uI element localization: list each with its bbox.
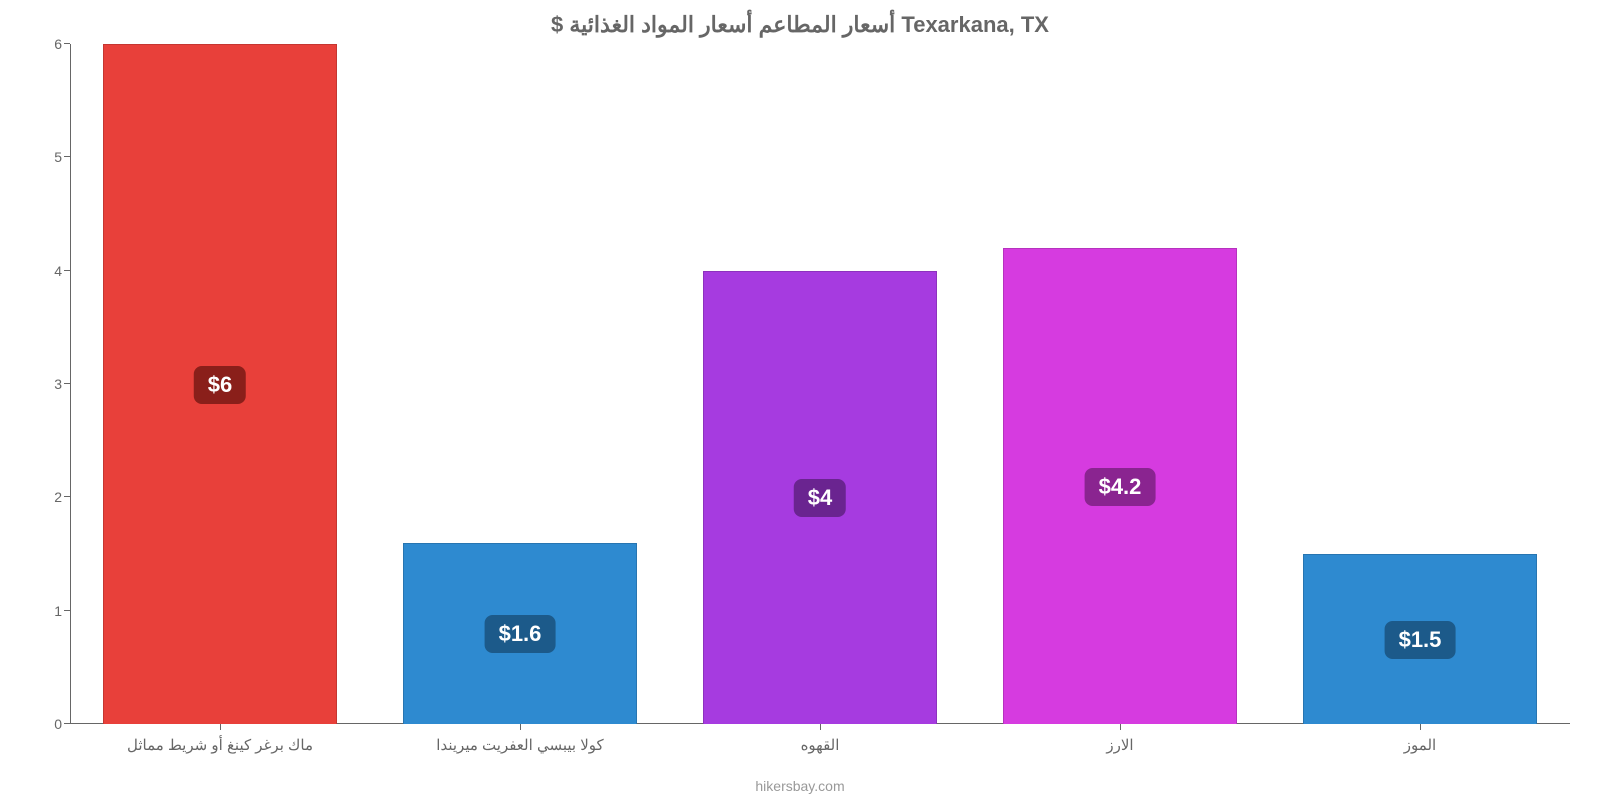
bar-slot: $1.6 [370, 44, 670, 724]
bar: $4 [703, 271, 937, 724]
x-axis-label: القهوه [670, 736, 970, 754]
bar-slot: $4.2 [970, 44, 1270, 724]
y-tick-label: 2 [54, 489, 62, 505]
y-tick-label: 1 [54, 603, 62, 619]
y-axis: 0123456 [30, 44, 70, 724]
y-tick-mark [64, 610, 70, 611]
x-axis-labels: ماك برغر كينغ أو شريط مماثلكولا بيبسي ال… [70, 736, 1570, 754]
value-badge: $6 [194, 366, 246, 404]
y-tick-mark [64, 383, 70, 384]
y-tick-label: 5 [54, 149, 62, 165]
bar-slot: $1.5 [1270, 44, 1570, 724]
value-badge: $1.5 [1385, 621, 1456, 659]
x-tick-mark [1120, 724, 1121, 730]
bars-container: $6 $1.6 $4 $4.2 $1.5 [70, 44, 1570, 724]
y-tick-mark [64, 496, 70, 497]
y-tick-mark [64, 43, 70, 44]
value-badge: $1.6 [485, 615, 556, 653]
bar-slot: $4 [670, 44, 970, 724]
y-tick-label: 4 [54, 263, 62, 279]
y-tick-mark [64, 723, 70, 724]
x-tick-mark [520, 724, 521, 730]
bar: $6 [103, 44, 337, 724]
bar: $1.5 [1303, 554, 1537, 724]
y-tick-mark [64, 156, 70, 157]
y-tick-label: 6 [54, 36, 62, 52]
y-tick-label: 3 [54, 376, 62, 392]
x-tick-mark [1420, 724, 1421, 730]
attribution-text: hikersbay.com [0, 778, 1600, 794]
bar: $4.2 [1003, 248, 1237, 724]
y-tick-mark [64, 270, 70, 271]
plot-area: 0123456 $6$1.6$4$4.2$1.5 ماك برغر كينغ أ… [30, 44, 1570, 724]
x-axis-label: الموز [1270, 736, 1570, 754]
x-axis-label: كولا بيبسي العفريت ميريندا [370, 736, 670, 754]
x-axis-label: ماك برغر كينغ أو شريط مماثل [70, 736, 370, 754]
bar: $1.6 [403, 543, 637, 724]
value-badge: $4 [794, 479, 846, 517]
x-axis-label: الارز [970, 736, 1270, 754]
x-tick-mark [820, 724, 821, 730]
bar-slot: $6 [70, 44, 370, 724]
x-tick-mark [220, 724, 221, 730]
price-bar-chart: Texarkana, TX أسعار المطاعم أسعار المواد… [0, 0, 1600, 800]
chart-title: Texarkana, TX أسعار المطاعم أسعار المواد… [30, 12, 1570, 38]
value-badge: $4.2 [1085, 468, 1156, 506]
y-tick-label: 0 [54, 716, 62, 732]
